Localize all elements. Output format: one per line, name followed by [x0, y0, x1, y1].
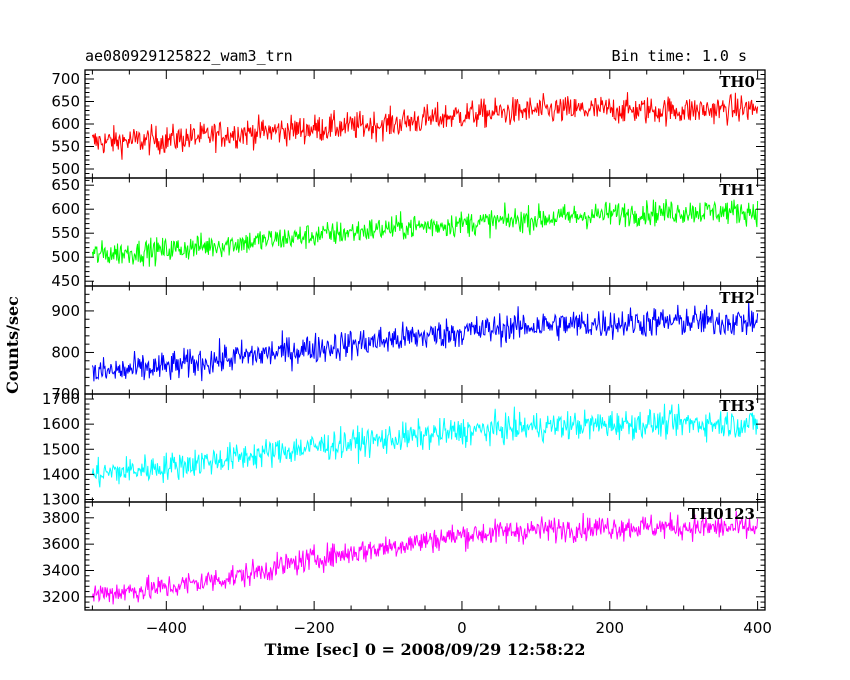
x-tick-label: 0: [457, 619, 467, 637]
panel-label-th1: TH1: [719, 181, 755, 199]
panel-frame: [84, 177, 766, 287]
y-tick-label: 600: [51, 200, 80, 218]
y-tick-label: 1300: [42, 490, 80, 508]
panels: 500 550 600 650 700 TH0 450 500 550 600 650 TH1 700 8…: [42, 69, 772, 637]
y-tick-label: 1400: [42, 465, 80, 483]
panel-frame: [84, 69, 766, 179]
series-line-th2: [91, 301, 759, 382]
y-tick-label: 1500: [42, 440, 80, 458]
series-line-th0: [91, 92, 759, 160]
panel-th0123: 3200 3400 3600 3800 TH0123: [42, 501, 766, 611]
panel-frame: [84, 393, 766, 503]
y-tick-label: 800: [51, 343, 80, 361]
x-tick-label: −400: [146, 619, 187, 637]
panel-label-th2: TH2: [719, 289, 755, 307]
y-tick-label: 650: [51, 176, 80, 194]
y-axis-title: Counts/sec: [3, 296, 22, 394]
y-tick-label: 550: [51, 224, 80, 242]
panel-th3: 1300 1400 1500 1600 1700 TH3: [42, 390, 766, 508]
bin-time-label: Bin time: 1.0 s: [612, 47, 747, 65]
series-line-th1: [91, 198, 759, 267]
chart-title: ae080929125822_wam3_trn: [85, 47, 293, 65]
y-tick-label: 500: [51, 248, 80, 266]
panel-th1: 450 500 550 600 650 TH1: [51, 176, 766, 290]
y-tick-label: 3800: [42, 509, 80, 527]
panel-label-th0: TH0: [719, 73, 755, 91]
panel-th0: 500 550 600 650 700 TH0: [51, 69, 766, 179]
y-tick-label: 3200: [42, 588, 80, 606]
y-tick-label: 3600: [42, 535, 80, 553]
y-tick-label: 500: [51, 160, 80, 178]
y-tick-label: 450: [51, 272, 80, 290]
panel-label-th0123: TH0123: [688, 505, 755, 523]
panel-th2: 700 800 900 TH2: [51, 285, 766, 403]
y-tick-label: 1700: [42, 390, 80, 408]
x-tick-label: 200: [595, 619, 624, 637]
y-tick-label: 600: [51, 115, 80, 133]
series-line-th0123: [91, 511, 759, 605]
y-tick-label: 700: [51, 385, 80, 403]
panel-frame: [84, 501, 766, 611]
y-tick-label: 550: [51, 138, 80, 156]
y-tick-label: 650: [51, 93, 80, 111]
series-line-th3: [91, 403, 759, 488]
x-tick-label: 400: [743, 619, 772, 637]
y-tick-label: 1600: [42, 415, 80, 433]
x-axis-title: Time [sec] 0 = 2008/09/29 12:58:22: [265, 640, 586, 659]
panel-label-th3: TH3: [719, 397, 755, 415]
y-tick-label: 3400: [42, 561, 80, 579]
x-tick-label: −200: [294, 619, 335, 637]
y-tick-label: 900: [51, 302, 80, 320]
y-tick-label: 700: [51, 70, 80, 88]
